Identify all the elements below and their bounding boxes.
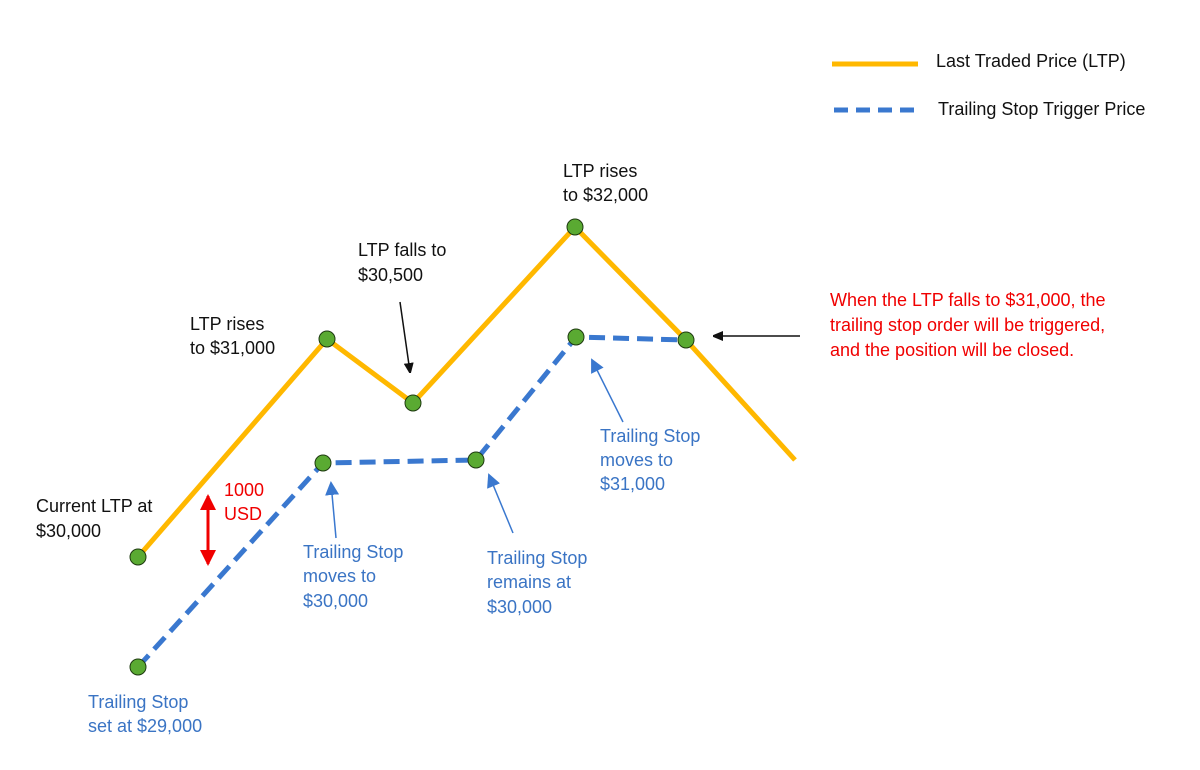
label-ltp-fall: LTP falls to $30,500 — [358, 240, 446, 285]
fall-arrow — [399, 301, 410, 372]
label-ts-moves1: Trailing Stop moves to $30,000 — [303, 542, 403, 611]
label-current-ltp: Current LTP at $30,000 — [36, 496, 152, 541]
label-ltp-rise1: LTP rises to $31,000 — [190, 314, 275, 358]
trailing-point — [129, 658, 147, 676]
label-ltp-rise2: LTP rises to $32,000 — [563, 161, 648, 205]
trailing-point — [314, 454, 332, 472]
legend-ltp-label: Last Traded Price (LTP) — [936, 51, 1126, 71]
data-points — [129, 218, 695, 676]
ltp-point — [404, 394, 422, 412]
ltp-point — [677, 331, 695, 349]
label-ts-remains: Trailing Stop remains at $30,000 — [487, 548, 587, 617]
legend-trailing-label: Trailing Stop Trigger Price — [938, 99, 1145, 119]
label-ts-moves2: Trailing Stop moves to $31,000 — [600, 426, 700, 494]
ts-remains-arrow — [487, 473, 514, 534]
ltp-point — [566, 218, 584, 236]
ltp-point — [318, 330, 336, 348]
trailing-point — [567, 328, 585, 346]
ts-moves2-arrow — [591, 358, 624, 423]
trailing-stop-line — [136, 334, 687, 669]
trailing-point — [467, 451, 485, 469]
label-gap: 1000 USD — [224, 480, 264, 524]
ltp-point — [129, 548, 147, 566]
label-trigger: When the LTP falls to $31,000, the traili… — [830, 290, 1106, 360]
legend: Last Traded Price (LTP) Trailing Stop Tr… — [832, 51, 1145, 119]
ts-moves1-arrow — [325, 481, 340, 539]
ltp-line — [136, 223, 797, 559]
label-ts-set: Trailing Stop set at $29,000 — [88, 692, 202, 736]
